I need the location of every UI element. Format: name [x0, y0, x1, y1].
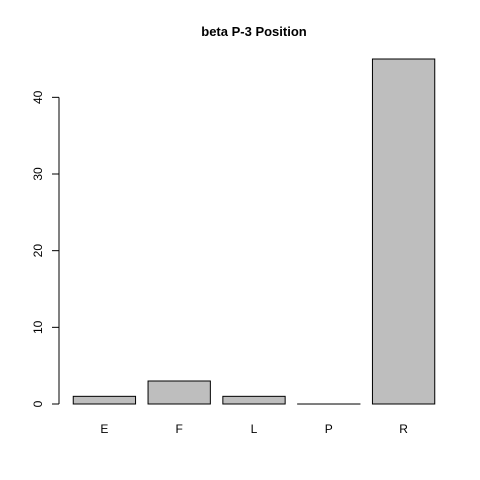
- bar-R: [371, 58, 436, 405]
- x-tick-label: L: [251, 422, 258, 436]
- x-tick-label: F: [176, 422, 183, 436]
- y-axis: 0 10 20 30 40: [31, 90, 60, 407]
- bars: [72, 58, 436, 405]
- y-tick-label: 20: [31, 244, 45, 258]
- y-tick-label: 40: [31, 90, 45, 104]
- x-tick-label: E: [100, 422, 108, 436]
- y-tick-label: 30: [31, 167, 45, 181]
- chart-title: beta P-3 Position: [201, 24, 307, 39]
- x-tick-label: R: [399, 422, 408, 436]
- y-tick-label: 10: [31, 320, 45, 334]
- bar-F: [147, 380, 211, 405]
- bar-E: [72, 395, 137, 405]
- y-tick-label: 0: [31, 400, 45, 407]
- bar-L: [222, 395, 286, 405]
- x-tick-label: P: [325, 422, 333, 436]
